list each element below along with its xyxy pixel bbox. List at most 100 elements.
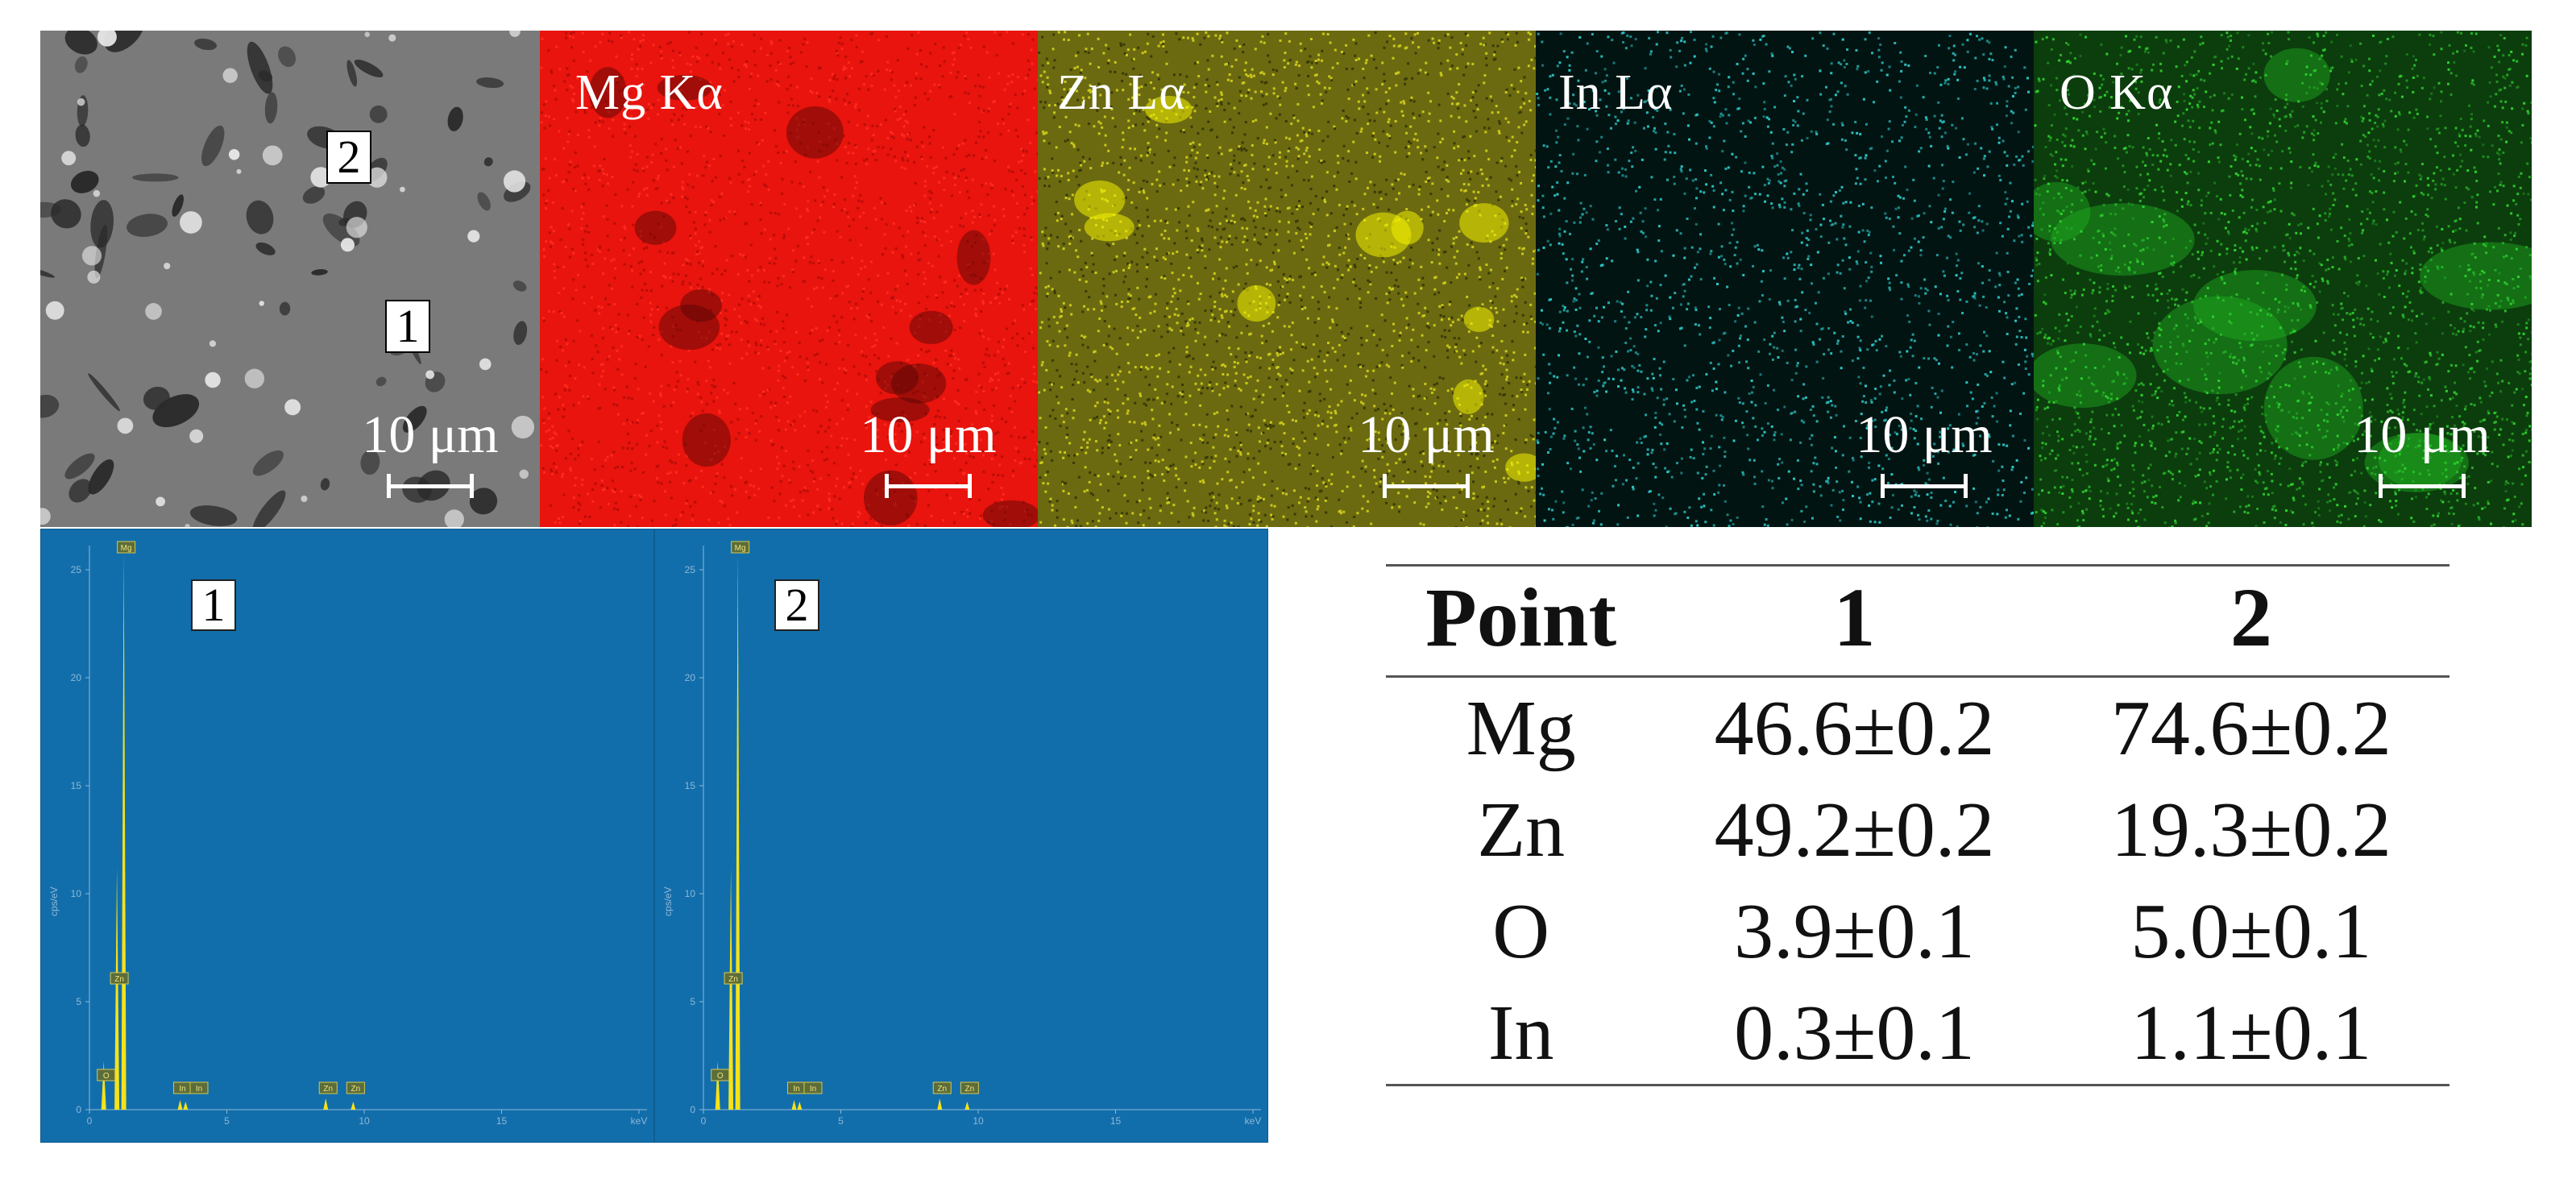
- map-label-mg: Mg Kα: [575, 65, 724, 120]
- y-axis-label: cps/eV: [48, 886, 60, 916]
- peak-label: Zn: [960, 1081, 979, 1094]
- peak-label: Zn: [110, 972, 129, 985]
- header-1: 1: [1833, 571, 1876, 664]
- spectrum-point-label: 2: [774, 579, 819, 631]
- y-tick-label: 10: [685, 888, 696, 899]
- peak-label: O: [711, 1069, 730, 1081]
- y-axis-label: cps/eV: [662, 886, 674, 916]
- zn-map: Zn Lα 10 μm: [1038, 31, 1536, 527]
- y-tick-label: 0: [76, 1104, 81, 1115]
- spectrum-peak: [937, 1098, 943, 1110]
- header-point: Point: [1425, 571, 1617, 664]
- peak-label: Zn: [932, 1081, 952, 1094]
- spectrum-peak: [735, 554, 740, 1110]
- x-tick-label: 10: [973, 1115, 984, 1127]
- sem-image: 2 1 10 μm: [40, 31, 540, 527]
- eds-spectrum-point-1: 25 20 15 10 5 0 0 5 10 15 keV cps/eV Mg Zn O In In Zn Zn 1: [40, 529, 654, 1143]
- x-tick-label: keV: [631, 1115, 648, 1127]
- x-tick-label: 5: [224, 1115, 230, 1127]
- scale-bar-o: 10 μm: [2342, 405, 2503, 509]
- value-cell: 49.2±0.2: [1714, 787, 1995, 874]
- element-cell: Zn: [1477, 787, 1566, 874]
- spectrum-peak: [351, 1102, 356, 1110]
- y-tick-label: 5: [690, 996, 695, 1007]
- y-tick-label: 10: [71, 888, 82, 899]
- x-tick-label: 10: [359, 1115, 370, 1127]
- spectrum-peak: [177, 1100, 183, 1110]
- peak-label: In: [189, 1081, 209, 1094]
- scale-bar-zn: 10 μm: [1346, 405, 1507, 509]
- spectrum-peak: [183, 1102, 189, 1110]
- element-cell: In: [1487, 990, 1554, 1077]
- spectrum-peak: [715, 1061, 720, 1110]
- table-row: In 0.3±0.1 1.1±0.1: [1386, 982, 2449, 1085]
- value-cell: 74.6±0.2: [2110, 685, 2391, 772]
- header-2: 2: [2230, 571, 2272, 664]
- spectrum-peak: [323, 1098, 329, 1110]
- peak-label: Zn: [724, 972, 743, 985]
- spectrum-peak: [797, 1102, 803, 1110]
- spectrum-peak: [114, 868, 120, 1110]
- y-tick-label: 25: [71, 564, 82, 575]
- mg-map-texture: [540, 31, 1038, 527]
- scale-label: 10 μm: [1856, 405, 1993, 464]
- peak-label: In: [803, 1081, 823, 1094]
- y-tick-label: 20: [685, 672, 696, 683]
- peak-label: Zn: [346, 1081, 365, 1094]
- value-cell: 19.3±0.2: [2110, 787, 2391, 874]
- scale-label: 10 μm: [1358, 405, 1495, 464]
- x-tick-label: 5: [838, 1115, 844, 1127]
- peak-label: Zn: [318, 1081, 338, 1094]
- value-cell: 0.3±0.1: [1734, 990, 1975, 1077]
- spectrum-point-label: 1: [191, 579, 236, 631]
- in-map: In Lα 10 μm: [1536, 31, 2034, 527]
- table-row: Mg 46.6±0.2 74.6±0.2: [1386, 677, 2449, 780]
- value-cell: 5.0±0.1: [2130, 888, 2372, 975]
- value-cell: 1.1±0.1: [2130, 990, 2372, 1077]
- y-tick-label: 15: [71, 780, 82, 791]
- x-tick-label: 15: [1110, 1115, 1122, 1127]
- peak-label: In: [173, 1081, 193, 1094]
- peak-label: O: [97, 1069, 116, 1081]
- eds-spectrum-point-2: 25 20 15 10 5 0 0 5 10 15 keV cps/eV Mg Zn O In In Zn Zn 2: [654, 529, 1268, 1143]
- zn-map-texture: [1038, 31, 1536, 527]
- table-row: Zn 49.2±0.2 19.3±0.2: [1386, 779, 2449, 881]
- mg-map: Mg Kα 10 μm: [540, 31, 1038, 527]
- composition-table: Point 1 2 Mg 46.6±0.2 74.6±0.2 Zn 49.2±0…: [1386, 564, 2449, 1086]
- element-cell: Mg: [1466, 685, 1576, 772]
- y-tick-label: 0: [690, 1104, 695, 1115]
- y-tick-label: 25: [685, 564, 696, 575]
- map-label-in: In Lα: [1558, 65, 1674, 120]
- peak-label: Mg: [117, 541, 136, 554]
- y-tick-label: 5: [76, 996, 81, 1007]
- y-tick-label: 15: [685, 780, 696, 791]
- element-cell: O: [1492, 888, 1550, 975]
- peak-label: Mg: [731, 541, 750, 554]
- x-tick-label: keV: [1245, 1115, 1262, 1127]
- table-row: O 3.9±0.1 5.0±0.1: [1386, 881, 2449, 982]
- y-tick-label: 20: [71, 672, 82, 683]
- sem-point-1: 1: [385, 300, 430, 353]
- peak-label: In: [787, 1081, 807, 1094]
- scale-bar-mg: 10 μm: [848, 405, 1009, 509]
- spectrum-plot: 25 20 15 10 5 00 5 10 15 keV cps/eV Mg Zn O In In Zn Zn: [48, 541, 648, 1127]
- spectrum-peak: [101, 1061, 106, 1110]
- o-map-texture: [2034, 31, 2532, 527]
- o-map: O Kα 10 μm: [2034, 31, 2532, 527]
- value-cell: 3.9±0.1: [1734, 888, 1975, 975]
- sem-texture: [40, 31, 535, 527]
- x-tick-label: 0: [87, 1115, 93, 1127]
- in-map-texture: [1536, 31, 2034, 527]
- table-header-row: Point 1 2: [1386, 565, 2449, 677]
- scale-label: 10 μm: [362, 405, 499, 464]
- scale-bar-in: 10 μm: [1844, 405, 2005, 509]
- spectrum-peak: [791, 1100, 797, 1110]
- x-tick-label: 15: [496, 1115, 508, 1127]
- map-label-o: O Kα: [2060, 65, 2174, 120]
- x-tick-label: 0: [701, 1115, 707, 1127]
- spectrum-peak: [964, 1102, 970, 1110]
- spectrum-peak: [728, 868, 734, 1110]
- spectrum-plot: 25 20 15 10 5 00 5 10 15 keV cps/eV Mg Zn O In In Zn Zn: [662, 541, 1262, 1127]
- scale-label: 10 μm: [2354, 405, 2491, 464]
- scale-bar-sem: 10 μm: [350, 405, 511, 509]
